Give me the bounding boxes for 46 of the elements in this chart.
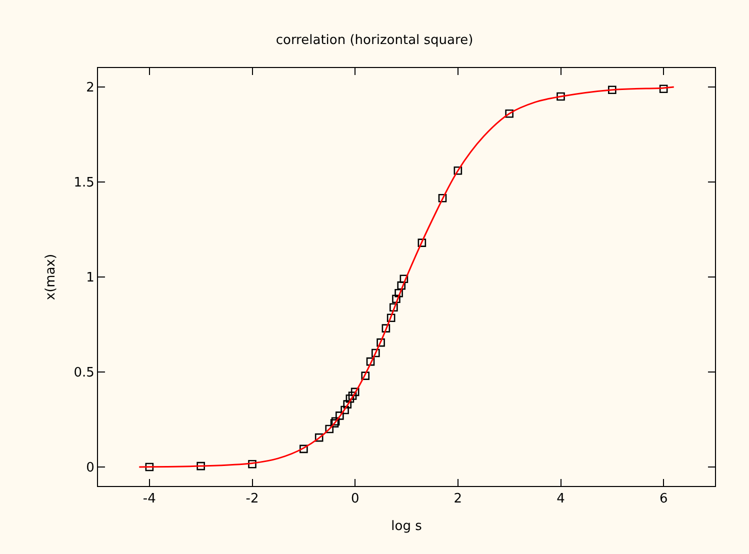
point: [300, 444, 308, 454]
y-tick-label: 2: [86, 80, 94, 96]
point: [346, 394, 354, 403]
point: [454, 166, 462, 175]
y-axis-title: x(max): [44, 254, 59, 300]
point: [505, 109, 514, 118]
point: [314, 433, 324, 442]
point: [336, 412, 344, 420]
x-tick-label: 2: [454, 492, 462, 507]
point: [390, 303, 398, 312]
point: [366, 357, 375, 366]
x-tick-label: -2: [246, 492, 259, 507]
x-axis-title: log s: [391, 519, 422, 534]
x-tick-label: 4: [556, 492, 565, 507]
point: [248, 460, 256, 468]
point: [343, 400, 352, 408]
point: [556, 92, 565, 101]
point: [330, 419, 339, 428]
point: [392, 294, 400, 303]
point: [325, 424, 334, 434]
point: [394, 289, 403, 298]
point: [418, 238, 426, 247]
x-tick-label: -4: [142, 492, 156, 507]
point: [350, 388, 360, 396]
point: [372, 348, 380, 358]
point: [659, 84, 668, 94]
point: [382, 324, 390, 332]
y-tick-label: 1: [86, 270, 94, 286]
point: [400, 274, 408, 284]
point: [386, 314, 396, 322]
y-tick-label: 1.5: [74, 176, 94, 191]
point: [340, 406, 349, 414]
point: [196, 462, 205, 470]
point: [397, 281, 406, 290]
chart-title: correlation (horizontal square): [276, 33, 474, 48]
point: [438, 194, 447, 202]
point: [608, 86, 616, 94]
point: [331, 417, 340, 426]
y-tick-label: 0: [86, 460, 94, 476]
point: [361, 372, 370, 380]
point: [348, 392, 357, 400]
x-tick-label: 0: [350, 492, 360, 507]
y-tick-label: 0.5: [74, 366, 94, 381]
x-tick-label: 6: [659, 492, 668, 507]
point: [145, 462, 154, 472]
point: [376, 338, 385, 347]
